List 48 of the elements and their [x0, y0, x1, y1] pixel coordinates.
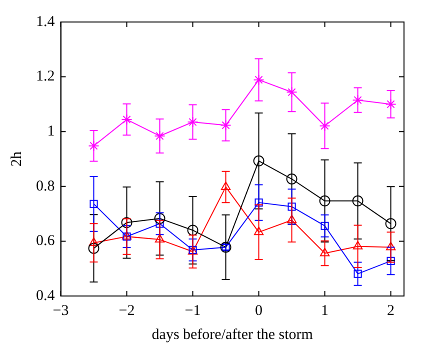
- point: [319, 120, 330, 132]
- point: [286, 214, 297, 224]
- point: [254, 198, 263, 207]
- point: [154, 234, 165, 243]
- point: [187, 224, 198, 236]
- point: [121, 114, 132, 126]
- point: [154, 130, 166, 142]
- y-tick-label: 1: [47, 124, 55, 140]
- point: [320, 222, 329, 230]
- x-axis-title: days before/after the storm: [152, 326, 314, 343]
- point: [386, 242, 396, 250]
- point: [121, 217, 132, 228]
- x-tick-label: 1: [321, 302, 329, 319]
- point: [352, 195, 364, 206]
- point: [90, 200, 98, 208]
- point: [220, 181, 231, 190]
- point: [286, 86, 298, 98]
- point: [156, 220, 164, 228]
- point: [254, 226, 264, 236]
- point: [286, 174, 298, 184]
- y-tick-label: 0.6: [36, 233, 56, 250]
- point: [385, 218, 396, 230]
- x-tick-label: −2: [118, 302, 135, 319]
- point: [386, 256, 395, 265]
- point: [352, 94, 364, 106]
- point: [220, 120, 232, 131]
- point: [320, 248, 330, 256]
- x-tick-label: −3: [52, 302, 69, 319]
- point: [88, 242, 100, 254]
- point: [253, 155, 264, 166]
- y-tick-label: 0.4: [36, 288, 56, 304]
- point: [154, 212, 166, 224]
- y-tick-label: 1.2: [36, 68, 55, 85]
- y-axis-title: 2h: [8, 151, 25, 166]
- point: [253, 74, 264, 86]
- x-tick-label: 0: [255, 302, 263, 319]
- point: [385, 98, 396, 110]
- point: [352, 240, 363, 250]
- x-tick-label: 2: [387, 302, 395, 319]
- point: [88, 140, 100, 152]
- point: [319, 195, 330, 206]
- y-tick-label: 0.8: [36, 178, 55, 194]
- x-tick-label: −1: [184, 302, 201, 319]
- point: [354, 270, 362, 278]
- point: [88, 237, 99, 246]
- y-tick-label: 1.4: [36, 14, 56, 30]
- point: [187, 116, 198, 128]
- point: [288, 202, 296, 211]
